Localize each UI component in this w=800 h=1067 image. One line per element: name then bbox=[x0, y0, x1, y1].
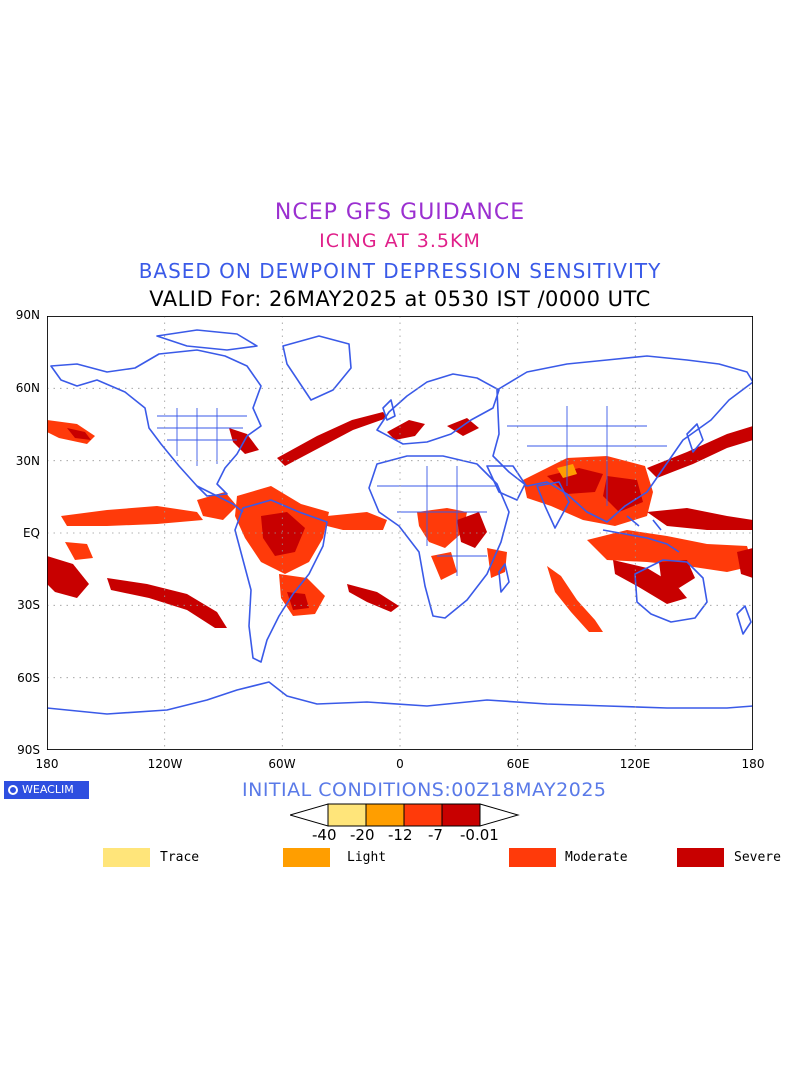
icing-area bbox=[613, 560, 687, 604]
title-main: NCEP GFS GUIDANCE bbox=[274, 200, 526, 225]
legend-swatch-moderate bbox=[509, 848, 556, 867]
coast-madagascar bbox=[498, 563, 510, 593]
coast-south-america bbox=[234, 499, 328, 663]
icing-area bbox=[603, 476, 643, 512]
colorbar bbox=[290, 803, 520, 827]
icing-area bbox=[67, 428, 91, 440]
colorbar-left-arrow bbox=[290, 803, 329, 827]
icing-areas bbox=[47, 412, 753, 632]
lat-label-30n: 30N bbox=[15, 454, 40, 468]
gridlines bbox=[47, 316, 753, 750]
legend-swatch-light bbox=[283, 848, 330, 867]
icing-area bbox=[387, 420, 425, 440]
colorbar-cell-light bbox=[365, 803, 405, 827]
coast-se-asia-islands bbox=[602, 515, 680, 553]
lon-label-60w: 60W bbox=[268, 757, 296, 771]
asia-country-lines bbox=[507, 406, 667, 506]
lon-label-120e: 120E bbox=[619, 757, 651, 771]
weaclim-logo: WEACLIM bbox=[4, 781, 89, 799]
icing-area bbox=[647, 508, 753, 530]
colorbar-tick: -20 bbox=[350, 826, 375, 844]
legend-label-light: Light bbox=[347, 850, 387, 865]
colorbar-tick: -7 bbox=[428, 826, 443, 844]
coast-arabia bbox=[486, 465, 526, 501]
coast-central-america bbox=[196, 485, 244, 513]
icing-area bbox=[261, 512, 305, 556]
icing-area bbox=[417, 508, 467, 548]
legend-swatch-trace bbox=[103, 848, 150, 867]
lon-label-0: 0 bbox=[396, 757, 404, 771]
coast-australia bbox=[634, 559, 708, 623]
icing-area bbox=[587, 530, 753, 572]
colorbar-tick: -40 bbox=[312, 826, 337, 844]
colorbar-cell-trace bbox=[327, 803, 367, 827]
icing-area bbox=[547, 566, 603, 632]
legend-swatch-severe bbox=[677, 848, 724, 867]
icing-area bbox=[107, 578, 227, 628]
icing-area bbox=[647, 426, 753, 478]
icing-map bbox=[47, 316, 753, 750]
title-method: BASED ON DEWPOINT DEPRESSION SENSITIVITY bbox=[138, 259, 662, 283]
legend-label-trace: Trace bbox=[160, 850, 200, 865]
coast-africa bbox=[368, 455, 510, 619]
coast-uk bbox=[382, 399, 396, 421]
colorbar-cell-moderate bbox=[403, 803, 443, 827]
icing-area bbox=[487, 548, 507, 578]
colorbar-cell-severe bbox=[441, 803, 481, 827]
title-valid-time: VALID For: 26MAY2025 at 0530 IST /0000 U… bbox=[149, 287, 651, 311]
lat-label-90s: 90S bbox=[17, 743, 40, 757]
coast-europe bbox=[376, 373, 500, 445]
lon-label-180e: 180 bbox=[741, 757, 765, 771]
icing-area bbox=[197, 492, 237, 520]
lon-label-60e: 60E bbox=[506, 757, 530, 771]
coast-antarctica bbox=[47, 681, 753, 715]
logo-ring-icon bbox=[8, 785, 18, 795]
icing-area bbox=[47, 556, 89, 598]
lat-label-90n: 90N bbox=[15, 308, 40, 322]
lat-label-60n: 60N bbox=[15, 381, 40, 395]
coast-new-zealand bbox=[736, 605, 752, 635]
us-state-lines bbox=[157, 408, 247, 466]
lat-label-30s: 30S bbox=[17, 598, 40, 612]
coast-greenland bbox=[282, 335, 352, 401]
lat-label-60s: 60S bbox=[17, 671, 40, 685]
legend-label-moderate: Moderate bbox=[565, 850, 628, 865]
colorbar-tick: -0.01 bbox=[460, 826, 499, 844]
icing-area bbox=[327, 512, 387, 530]
title-icing-level: ICING AT 3.5KM bbox=[319, 230, 481, 252]
lon-label-120w: 120W bbox=[147, 757, 183, 771]
icing-area bbox=[737, 548, 753, 578]
legend-label-severe: Severe bbox=[734, 850, 781, 865]
coast-japan bbox=[686, 423, 704, 453]
icing-area bbox=[659, 560, 695, 588]
colorbar-right-arrow bbox=[479, 803, 520, 827]
coast-arctic-islands bbox=[156, 329, 258, 351]
coast-india bbox=[536, 481, 570, 529]
icing-area bbox=[277, 412, 387, 466]
icing-area bbox=[65, 542, 93, 560]
lat-label-eq: EQ bbox=[22, 526, 40, 540]
icing-area bbox=[61, 506, 203, 526]
icing-area bbox=[447, 418, 479, 436]
initial-conditions-label: INITIAL CONDITIONS:00Z18MAY2025 bbox=[242, 779, 607, 801]
coastlines bbox=[47, 329, 753, 715]
colorbar-tick: -12 bbox=[388, 826, 413, 844]
logo-text: WEACLIM bbox=[22, 783, 74, 796]
icing-area bbox=[287, 592, 309, 610]
coast-north-america bbox=[50, 349, 262, 497]
lon-label-180w: 180 bbox=[35, 757, 59, 771]
icing-area bbox=[431, 552, 457, 580]
africa-country-lines bbox=[377, 466, 497, 576]
icing-area bbox=[457, 512, 487, 548]
